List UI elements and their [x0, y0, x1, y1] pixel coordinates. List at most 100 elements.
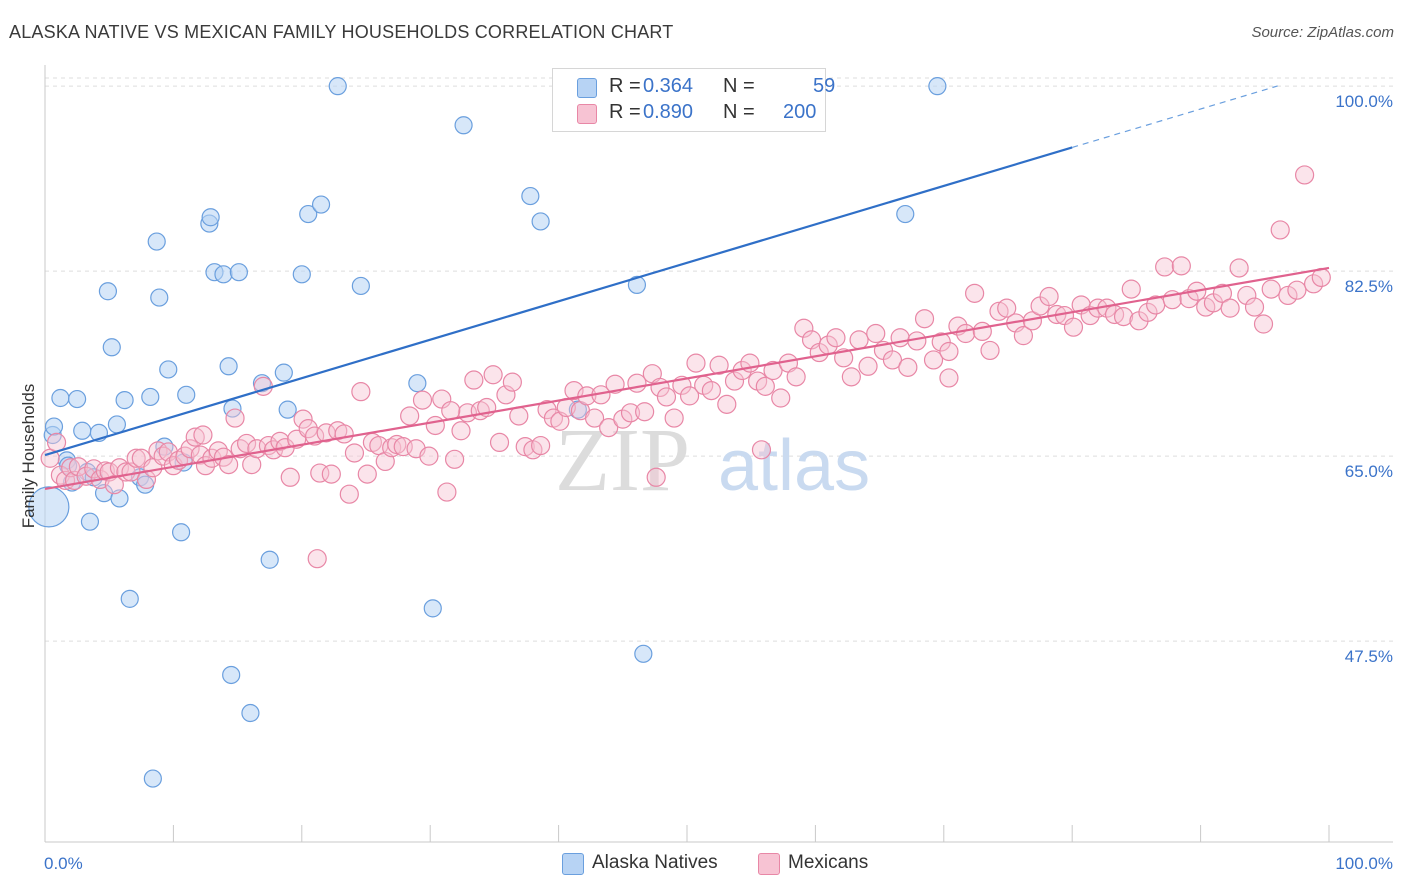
r-value: 0.364 [643, 75, 694, 97]
watermark-atlas: atlas [718, 426, 870, 506]
mexicans-point [923, 350, 944, 370]
mexicans-point [334, 424, 354, 444]
mexicans-point [701, 381, 721, 401]
mexicans-point [1237, 285, 1257, 306]
mexicans-point [939, 368, 959, 388]
alaska-natives-point [219, 357, 238, 376]
y-axis-label: Family Households [19, 384, 38, 529]
mexicans-point [1138, 302, 1158, 322]
mexicans-point [305, 426, 325, 446]
mexicans-point [444, 449, 465, 469]
y-tick-label: 100.0% [1335, 92, 1393, 111]
mexicans-point [502, 372, 522, 392]
r-label: R = [609, 75, 641, 97]
watermark-zip: ZIP [555, 411, 690, 510]
alaska-natives-point [214, 265, 233, 284]
alaska-natives-trendline [44, 146, 1073, 457]
alaska-natives-point [292, 265, 311, 284]
alaska-natives-point [120, 589, 139, 608]
mexicans-point [193, 425, 213, 445]
mexicans-point [751, 440, 772, 460]
mexicans-point [771, 388, 791, 408]
mexicans-point [997, 298, 1017, 318]
mexicans-point [1171, 256, 1191, 276]
tick-labels: 47.5% 65.0% 82.5% 100.0% 0.0% 100.0% [44, 92, 1393, 873]
mexicans-point [599, 418, 619, 438]
mexicans-point [357, 464, 377, 484]
mexicans-point [1261, 279, 1281, 299]
mexicans-point [321, 464, 341, 484]
x-tick-label: 0.0% [44, 854, 83, 873]
mexicans-point [180, 439, 200, 459]
mexicans-point [717, 394, 737, 414]
mexicans-point [412, 390, 433, 410]
mexicans-point [724, 371, 745, 391]
mexicans-point [849, 330, 869, 350]
mexicans-point [564, 381, 584, 401]
n-value: 59 [813, 75, 836, 97]
alaska-natives-point [311, 195, 331, 214]
mexicans-point [293, 409, 313, 429]
mexicans-point [489, 432, 510, 452]
mexicans-point [882, 350, 903, 370]
mexicans-point [1080, 305, 1100, 326]
mexicans-point [425, 415, 445, 436]
r-value: 0.890 [643, 101, 694, 123]
mexicans-point [68, 457, 88, 477]
mexicans-point [242, 455, 262, 475]
trend-lines [44, 85, 1330, 490]
mexicans-point [939, 341, 959, 362]
mexicans-point [230, 439, 250, 459]
alaska-natives-point [67, 389, 87, 409]
mexicans-point [1229, 258, 1249, 278]
alaska-natives-point [222, 665, 241, 685]
mexicans-point [1113, 307, 1134, 327]
mexicans-point [1220, 298, 1240, 318]
legend-label: Mexicans [788, 852, 869, 873]
mexicans-point [635, 402, 655, 422]
mexicans-point [185, 427, 205, 447]
mexicans-point [1295, 165, 1315, 185]
n-label: N = [723, 101, 755, 123]
mexicans-point [656, 387, 677, 407]
mexicans-point [1244, 297, 1265, 317]
mexicans-point [627, 373, 647, 393]
mexicans-point [972, 321, 992, 341]
mexicans-point [84, 459, 104, 479]
mexicans-point [1303, 274, 1324, 294]
alaska-natives-point [241, 703, 260, 723]
n-value: 200 [783, 101, 817, 123]
mexicans-point [914, 309, 935, 329]
alaska-natives-point [115, 391, 134, 410]
alaska-natives-point [260, 550, 279, 569]
alaska-natives-point [107, 415, 127, 434]
mexicans-point [1013, 326, 1034, 346]
alaska-natives-point [328, 77, 347, 96]
chart-title: ALASKA NATIVE VS MEXICAN FAMILY HOUSEHOL… [9, 22, 674, 42]
alaska-natives-point [147, 232, 166, 251]
mexicans-point [437, 482, 457, 502]
mexicans-point [236, 433, 257, 454]
mexicans-point [646, 467, 666, 487]
alaska-natives-point [521, 186, 540, 206]
mexicans-point [890, 328, 910, 348]
mexicans-point [148, 441, 168, 461]
alaska-natives-point [627, 275, 647, 294]
alaska-natives-point [229, 263, 248, 282]
alaska-natives-point [634, 644, 653, 663]
mexicans-point [1253, 314, 1274, 334]
mexicans-point [351, 382, 371, 402]
mexicans-trendline [44, 266, 1330, 490]
mexicans-point [1121, 279, 1141, 299]
mexicans-point [786, 367, 806, 387]
alaska-natives-point [299, 204, 318, 224]
mexicans-point [620, 403, 641, 423]
mexicans-point [483, 365, 503, 385]
mexicans-point [980, 340, 1000, 361]
stats-legend: R = 0.364 N = 59 R = 0.890 N = 200 [552, 68, 835, 132]
mexicans-point [686, 353, 706, 373]
mexicans-point [956, 323, 976, 344]
legend-label: Alaska Natives [592, 852, 718, 873]
alaska-natives-point [102, 338, 121, 357]
